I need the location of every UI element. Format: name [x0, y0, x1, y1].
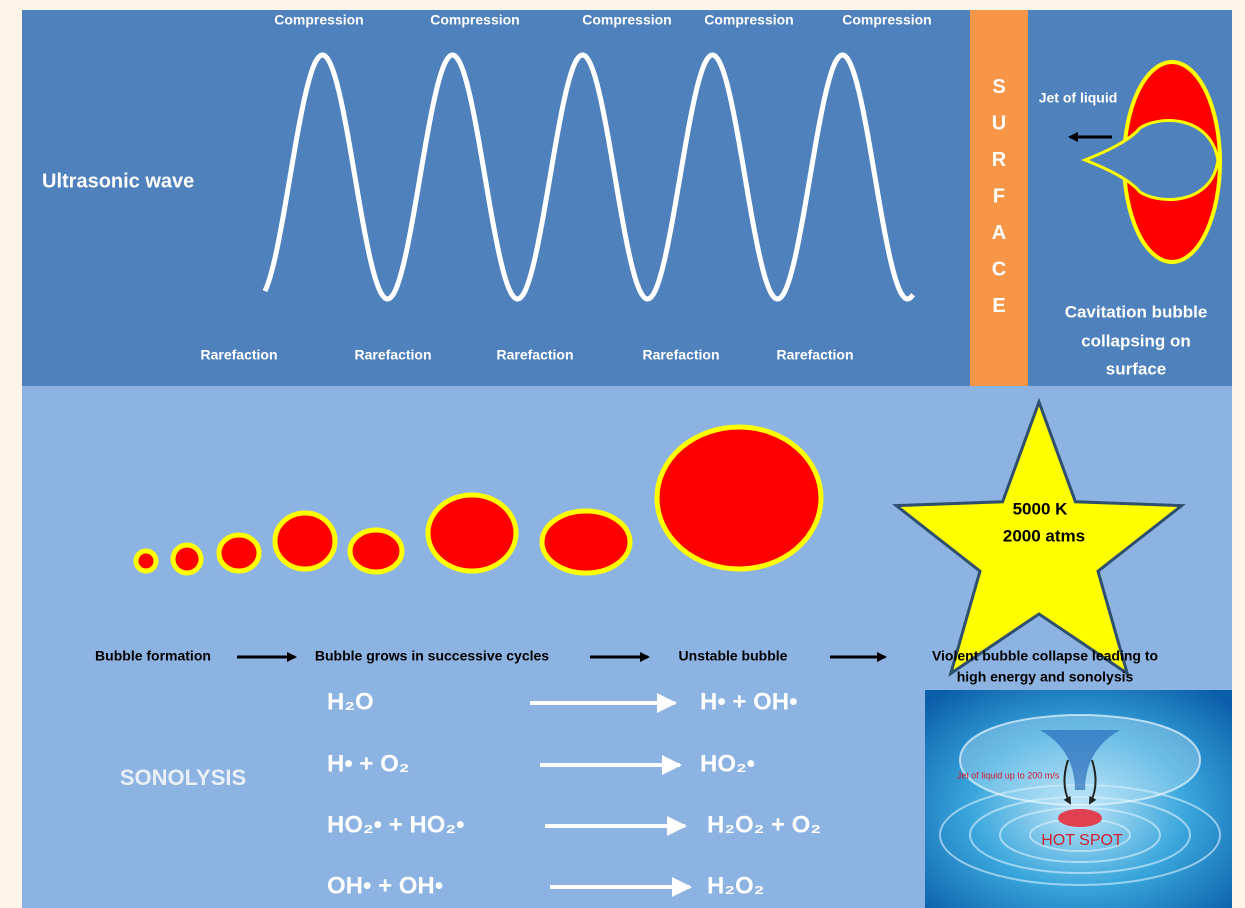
reactants: HO₂• + HO₂•: [327, 811, 464, 838]
inset-arrow: [1089, 759, 1097, 805]
products: HO₂•: [700, 750, 755, 777]
star-text: 2000 atms: [1003, 526, 1085, 545]
bubble: [133, 548, 159, 574]
bubble: [347, 527, 405, 575]
compression-label: Compression: [582, 12, 671, 28]
compression-label: Compression: [842, 12, 931, 28]
reactants: H₂O: [327, 688, 374, 715]
products: H₂O₂: [707, 872, 764, 899]
ultrasonic-wave: [262, 52, 915, 302]
star-text: 5000 K: [1013, 499, 1069, 518]
process-step: high energy and sonolysis: [957, 669, 1134, 685]
surface-bar: [970, 10, 1028, 386]
bubble-caption: surface: [1106, 359, 1166, 378]
bubble: [425, 492, 519, 574]
rarefaction-label: Rarefaction: [354, 347, 431, 363]
bubble: [272, 510, 338, 572]
bubble: [654, 424, 824, 572]
bubble-caption: Cavitation bubble: [1065, 302, 1208, 321]
inset-jet: [1040, 730, 1120, 790]
rarefaction-label: Rarefaction: [776, 347, 853, 363]
inset-jet-label: Jet of liquid up to 200 m/s: [957, 770, 1060, 780]
bubble-caption: collapsing on: [1081, 331, 1191, 350]
rarefaction-label: Rarefaction: [200, 347, 277, 363]
compression-label: Compression: [704, 12, 793, 28]
process-step: Unstable bubble: [679, 648, 788, 664]
process-step: Bubble grows in successive cycles: [315, 648, 549, 664]
reactions: H₂O H• + OH• H• + O₂ HO₂• HO₂• + HO₂• H₂O₂ + …: [327, 688, 821, 899]
bubble: [170, 542, 204, 576]
sonolysis-label: SONOLYSIS: [120, 765, 246, 790]
compression-label: Compression: [430, 12, 519, 28]
process-step: Bubble formation: [95, 648, 211, 664]
reactants: OH• + OH•: [327, 872, 443, 899]
reactants: H• + O₂: [327, 750, 409, 777]
rarefaction-label: Rarefaction: [642, 347, 719, 363]
products: H• + OH•: [700, 688, 798, 715]
wave-label: Ultrasonic wave: [42, 170, 194, 192]
products: H₂O₂ + O₂: [707, 811, 821, 838]
bubbles: [133, 424, 824, 576]
bubble: [539, 508, 633, 576]
bubble-jet: [1080, 119, 1220, 201]
jet-label: Jet of liquid: [1039, 90, 1118, 106]
hot-spot-label: HOT SPOT: [1041, 832, 1123, 849]
process-step: Violent bubble collapse leading to: [932, 648, 1158, 664]
hot-spot-mark: [1058, 809, 1102, 827]
bubble: [216, 532, 262, 574]
compression-label: Compression: [274, 12, 363, 28]
rarefaction-label: Rarefaction: [496, 347, 573, 363]
star: [892, 397, 1186, 677]
top-panel: [22, 10, 1232, 386]
inset-arrow: [1063, 759, 1071, 805]
inset-image: [925, 690, 1232, 908]
